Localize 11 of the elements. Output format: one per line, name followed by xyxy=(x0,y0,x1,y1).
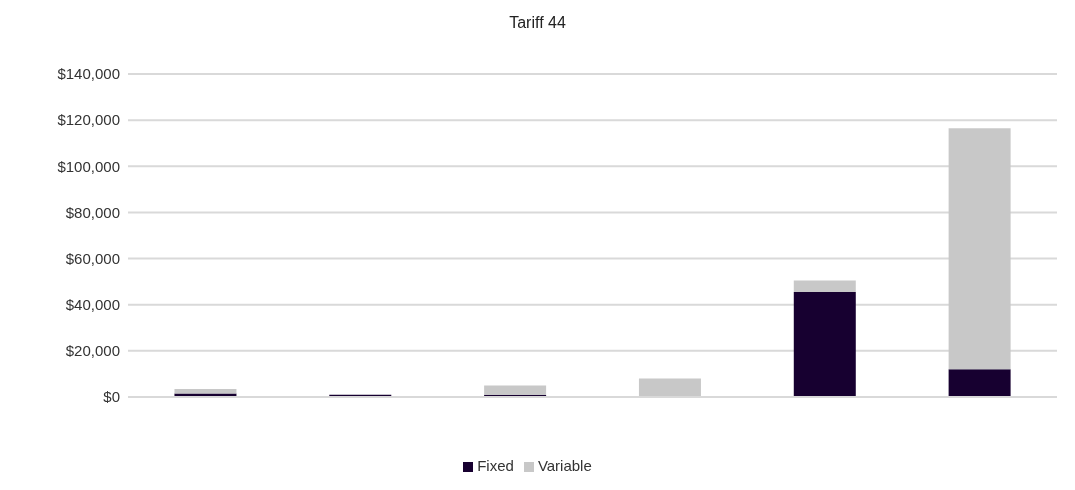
y-tick-label: $140,000 xyxy=(57,65,120,83)
y-tick-label: $60,000 xyxy=(65,249,120,267)
y-tick-label: $0 xyxy=(103,388,120,406)
y-tick-label: $100,000 xyxy=(57,157,120,175)
legend-label: Variable xyxy=(537,457,592,474)
y-tick-label: $20,000 xyxy=(65,342,120,360)
y-tick-label: $40,000 xyxy=(65,296,120,314)
chart-title: Tariff 44 xyxy=(508,14,567,33)
y-tick-label: $80,000 xyxy=(65,203,120,221)
y-tick-label: $120,000 xyxy=(57,111,120,129)
legend-label: Fixed xyxy=(477,457,514,474)
